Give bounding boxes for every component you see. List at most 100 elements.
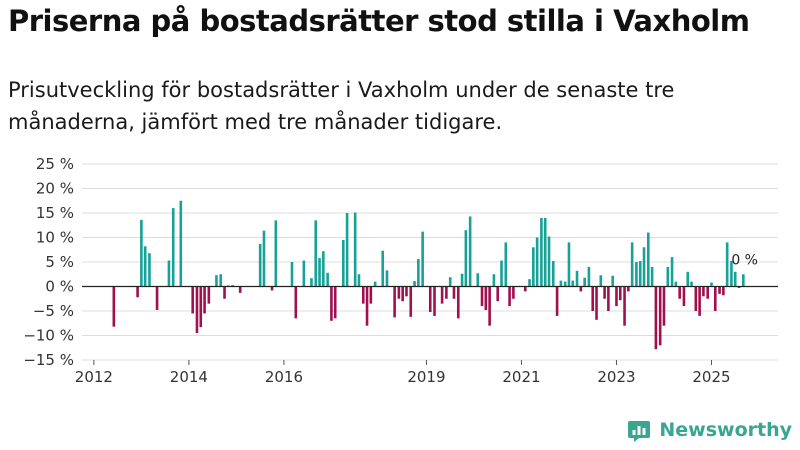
bar xyxy=(496,286,499,302)
bar xyxy=(456,286,460,319)
x-tick-label: 2025 xyxy=(692,368,730,386)
bar xyxy=(148,253,151,287)
bar xyxy=(353,212,357,287)
bar xyxy=(484,286,488,311)
bar xyxy=(563,281,567,287)
bar xyxy=(690,281,693,287)
bar xyxy=(191,286,194,314)
bar xyxy=(654,286,658,350)
bar xyxy=(357,274,361,287)
bar xyxy=(262,230,266,287)
bar xyxy=(207,286,211,304)
y-tick-label: 5 % xyxy=(45,253,74,271)
bar xyxy=(238,286,242,293)
bar xyxy=(310,278,313,287)
bar xyxy=(231,285,234,287)
bar xyxy=(433,286,436,316)
bar xyxy=(702,286,705,297)
bar xyxy=(143,246,147,287)
bar xyxy=(611,275,614,287)
x-axis: 2012 2014 2016 2019 2021 2023 2025 xyxy=(75,359,778,386)
bar xyxy=(219,274,223,287)
bar xyxy=(314,220,318,287)
bar xyxy=(658,286,662,346)
bar xyxy=(551,261,555,287)
bar xyxy=(540,217,543,287)
bar xyxy=(445,286,448,299)
bar xyxy=(670,257,674,287)
y-tick-label: −5 % xyxy=(33,302,74,320)
bar xyxy=(650,266,654,287)
bar xyxy=(706,286,709,299)
bar xyxy=(547,236,551,287)
bar xyxy=(167,260,171,287)
bar xyxy=(136,286,139,298)
y-tick-label: −15 % xyxy=(23,351,74,369)
bar xyxy=(733,271,737,287)
x-tick-label: 2021 xyxy=(502,368,540,386)
y-tick-label: −10 % xyxy=(23,327,74,345)
bar xyxy=(500,260,503,287)
bar xyxy=(730,261,733,287)
bar xyxy=(373,281,377,287)
bar xyxy=(630,242,634,287)
bar xyxy=(361,286,365,304)
bar xyxy=(567,242,571,287)
bar xyxy=(504,242,508,287)
bar xyxy=(460,273,464,287)
bar xyxy=(528,279,531,287)
bar xyxy=(405,286,408,297)
bar xyxy=(607,286,610,311)
newsworthy-logo-icon xyxy=(628,421,651,442)
bar xyxy=(635,262,638,287)
bar xyxy=(523,286,527,292)
bars xyxy=(112,200,745,350)
bar xyxy=(535,237,539,287)
x-tick-label: 2012 xyxy=(75,368,113,386)
bar xyxy=(401,286,404,302)
x-tick-label: 2019 xyxy=(407,368,445,386)
bar xyxy=(627,286,630,292)
bar xyxy=(413,281,416,287)
bar xyxy=(409,286,413,317)
bar xyxy=(698,286,701,316)
bar xyxy=(694,286,698,311)
bar xyxy=(274,220,278,287)
bar xyxy=(345,213,349,287)
bar xyxy=(199,286,203,328)
bar xyxy=(258,243,262,287)
bar xyxy=(270,286,274,291)
bar xyxy=(330,286,333,321)
bar xyxy=(397,286,401,299)
bar xyxy=(571,280,575,287)
bar xyxy=(603,286,606,299)
bar xyxy=(737,286,741,288)
bar xyxy=(718,286,721,294)
bar xyxy=(618,286,622,301)
bar xyxy=(112,286,116,327)
bar xyxy=(742,274,745,287)
bar xyxy=(294,286,298,319)
bar xyxy=(678,286,681,299)
x-tick-label: 2016 xyxy=(265,368,303,386)
x-tick-label: 2023 xyxy=(597,368,635,386)
bar xyxy=(440,286,444,304)
bar xyxy=(682,286,686,307)
y-tick-label: 25 % xyxy=(36,155,74,173)
bar xyxy=(647,232,650,287)
bar xyxy=(583,277,586,287)
bar xyxy=(333,286,337,319)
chart-title: Priserna på bostadsrätter stod stilla i … xyxy=(8,4,750,38)
x-tick-label: 2014 xyxy=(170,368,208,386)
bar xyxy=(575,270,579,287)
bar xyxy=(365,286,369,326)
bar xyxy=(638,261,642,287)
bar xyxy=(508,286,511,307)
bar xyxy=(722,286,725,296)
bar xyxy=(710,282,713,287)
bar xyxy=(543,217,547,287)
bar xyxy=(591,286,595,311)
bar xyxy=(417,259,420,287)
bar xyxy=(171,208,175,287)
y-tick-label: 0 % xyxy=(45,278,74,296)
